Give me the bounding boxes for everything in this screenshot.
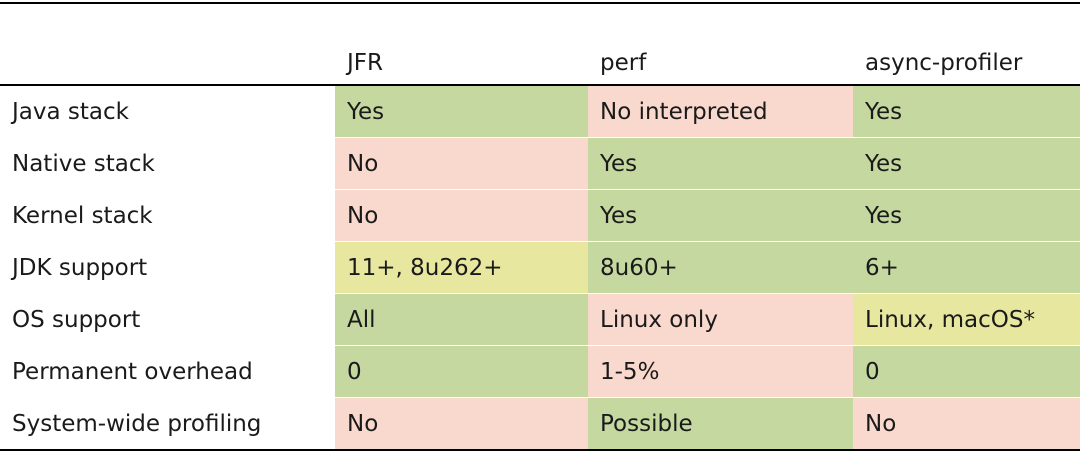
row-label: Java stack [0, 85, 335, 138]
table-cell: Yes [853, 189, 1080, 242]
table-cell: All [335, 293, 588, 346]
table-cell: Yes [853, 137, 1080, 190]
row-label: Permanent overhead [0, 345, 335, 398]
corner-cell [0, 3, 335, 86]
table-cell: No interpreted [588, 85, 853, 138]
table-cell: 0 [335, 345, 588, 398]
row-label: OS support [0, 293, 335, 346]
row-label: System-wide profiling [12, 410, 262, 437]
table-row: Native stack No Yes Yes [0, 137, 1080, 190]
table-cell: Linux only [588, 293, 853, 346]
column-header: async-profiler [853, 3, 1080, 86]
table-cell: Yes [853, 85, 1080, 138]
table-cell: Linux, macOS* [853, 293, 1080, 346]
table-row: System-wide profiling No Possible No [0, 397, 1080, 450]
table-header: JFR perf async-profiler [0, 3, 1080, 86]
table-cell: 0 [853, 345, 1080, 398]
table-cell: 6+ [853, 241, 1080, 294]
row-label: JDK support [0, 241, 335, 294]
header-row: JFR perf async-profiler [0, 3, 1080, 86]
table-cell: No [853, 397, 1080, 450]
table-cell: Yes [588, 189, 853, 242]
column-header: perf [588, 3, 853, 86]
row-label: Kernel stack [0, 189, 335, 242]
row-label: Native stack [0, 137, 335, 190]
table-row: Kernel stack No Yes Yes [0, 189, 1080, 242]
table-cell: 8u60+ [588, 241, 853, 294]
table-cell: Yes [335, 85, 588, 138]
table-body: Java stack Yes No interpreted Yes Native sta… [0, 85, 1080, 450]
table-row: Permanent overhead 0 1-5% 0 [0, 345, 1080, 398]
table-row: OS support All Linux only Linux, macOS* [0, 293, 1080, 346]
column-header: JFR [335, 3, 588, 86]
table-cell: 11+, 8u262+ [335, 241, 588, 294]
table-row: JDK support 11+, 8u262+ 8u60+ 6+ [0, 241, 1080, 294]
table-cell: No [335, 189, 588, 242]
table-cell: Possible [588, 397, 853, 450]
table-cell: Yes [588, 137, 853, 190]
table-cell: 1-5% [588, 345, 853, 398]
table-row: Java stack Yes No interpreted Yes [0, 85, 1080, 138]
table-cell: No [335, 397, 588, 450]
table-cell: No [335, 137, 588, 190]
